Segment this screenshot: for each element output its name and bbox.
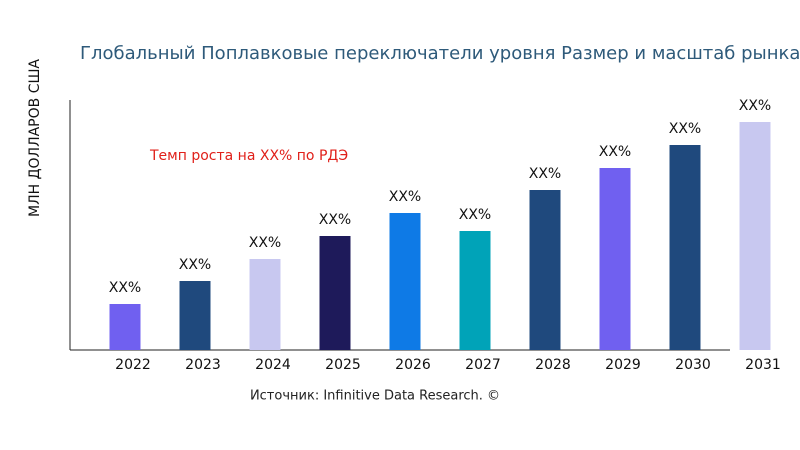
data-label: XX% [179,257,211,273]
x-tick-label: 2024 [255,357,291,373]
data-label: XX% [109,280,141,296]
x-tick-label: 2026 [395,357,431,373]
x-tick-label: 2030 [675,357,711,373]
data-label: XX% [669,121,701,137]
data-label: XX% [529,166,561,182]
bar [179,281,211,350]
source: Источник: Infinitive Data Research. © [250,389,500,404]
chart-title: Глобальный Поплавковые переключатели уро… [80,43,800,64]
bar [389,213,421,350]
bar [529,190,561,350]
bar [109,304,141,350]
y-axis-label: МЛН ДОЛЛАРОВ США [27,59,43,217]
x-tick-label: 2023 [185,357,221,373]
data-label: XX% [599,144,631,160]
bar [249,259,281,350]
data-label: XX% [389,189,421,205]
data-label: XX% [459,207,491,223]
annotation: Темп роста на XX% по РДЭ [149,148,348,164]
bar [669,145,701,350]
bar [459,231,491,350]
data-label: XX% [319,212,351,228]
x-tick-label: 2025 [325,357,361,373]
bar [599,168,631,350]
x-tick-label: 2029 [605,357,641,373]
x-tick-label: 2027 [465,357,501,373]
bar [739,122,771,350]
data-label: XX% [249,235,281,251]
bar [319,236,351,350]
x-tick-label: 2031 [745,357,781,373]
x-tick-label: 2022 [115,357,151,373]
data-label: XX% [739,98,771,114]
x-tick-label: 2028 [535,357,571,373]
